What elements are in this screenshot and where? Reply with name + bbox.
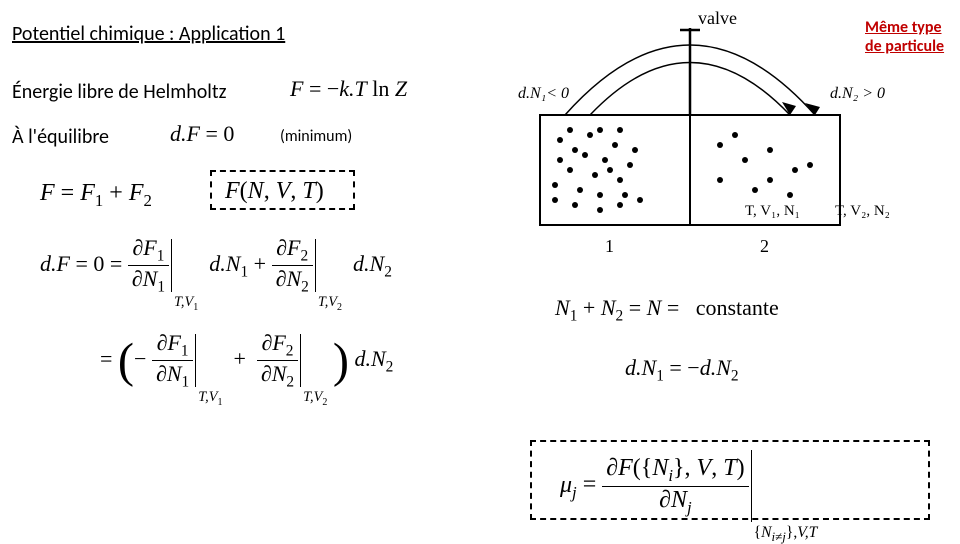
helmholtz-label: Énergie libre de Helmholtz [12, 80, 226, 104]
formula-F-func: F(N, V, T) [225, 178, 324, 205]
particles-right [717, 132, 813, 198]
formula-N-conservation: N1 + N2 = N = constante [555, 295, 779, 325]
formula-dF-factored: = (− ∂F1 ∂N1 T,V1 + ∂F2 ∂N2 T,V2 ) d.N2 [100, 330, 393, 392]
region-1-label: 1 [605, 236, 614, 256]
box1-label: T, V₁, N₁ [745, 203, 800, 219]
region-2-label: 2 [760, 236, 769, 256]
two-box-valve-diagram: valve d.N₁< 0 d.N₂ > 0 T, V₁, N₁ T, V₂, … [510, 0, 930, 270]
formula-dF-expansion: d.F = 0 = ∂F1 ∂N1 T,V1 d.N1 + ∂F2 ∂N2 T,… [40, 235, 392, 297]
box2-label: T, V₂, N₂ [835, 203, 890, 219]
valve-label: valve [698, 8, 737, 28]
dN1-label: d.N₁< 0 [518, 85, 569, 102]
helmholtz-formula: F = −k.T ln Z [290, 76, 407, 102]
page-title: Potentiel chimique : Application 1 [12, 22, 285, 46]
formula-dN-relation: d.N1 = −d.N2 [625, 355, 739, 385]
equilibrium-formula: d.F = 0 [170, 121, 234, 147]
minimum-note: (minimum) [280, 127, 352, 146]
formula-mu-def: μj = ∂F({Ni}, V, T) ∂Nj {Ni≠j},V,T [560, 450, 817, 522]
particles-left [552, 127, 643, 213]
formula-F-sum: F = F1 + F2 [40, 180, 152, 211]
equilibrium-label: À l'équilibre [12, 125, 109, 149]
dN2-label: d.N₂ > 0 [830, 85, 885, 102]
